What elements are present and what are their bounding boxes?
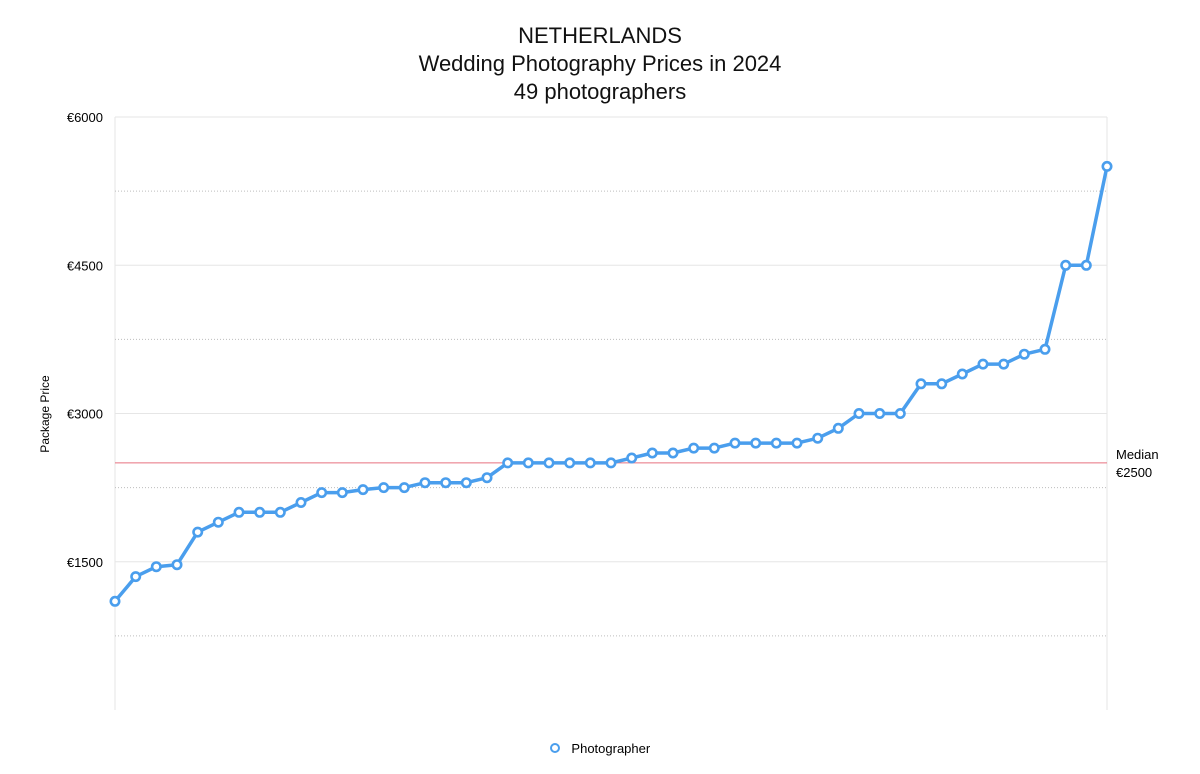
data-point	[708, 442, 720, 454]
data-point	[316, 487, 328, 499]
data-point	[936, 378, 948, 390]
data-point	[109, 595, 121, 607]
data-point	[1101, 160, 1113, 172]
data-point	[274, 506, 286, 518]
data-point	[336, 487, 348, 499]
data-point	[233, 506, 245, 518]
series-line-photographer	[113, 164, 1109, 604]
data-point	[812, 432, 824, 444]
data-point	[626, 452, 638, 464]
data-point	[998, 358, 1010, 370]
data-point	[440, 477, 452, 489]
data-point	[977, 358, 989, 370]
data-point	[853, 407, 865, 419]
data-point	[729, 437, 741, 449]
data-point	[894, 407, 906, 419]
data-point	[605, 457, 617, 469]
data-point	[481, 472, 493, 484]
data-point	[770, 437, 782, 449]
data-point	[212, 516, 224, 528]
reference-layer: Median €2500	[115, 447, 1159, 480]
data-point	[1039, 343, 1051, 355]
chart-title-block: NETHERLANDS Wedding Photography Prices i…	[0, 22, 1200, 106]
data-point	[646, 447, 658, 459]
data-point	[915, 378, 927, 390]
data-point	[378, 482, 390, 494]
data-point	[150, 561, 162, 573]
y-tick-label: €1500	[67, 555, 103, 570]
data-point	[791, 437, 803, 449]
y-tick-label: €3000	[67, 407, 103, 422]
data-point	[688, 442, 700, 454]
data-point	[502, 457, 514, 469]
data-point	[295, 496, 307, 508]
data-point	[419, 477, 431, 489]
chart-subtitle: Wedding Photography Prices in 2024	[418, 51, 782, 76]
data-point	[832, 422, 844, 434]
data-point	[1060, 259, 1072, 271]
data-point	[192, 526, 204, 538]
chart-title: NETHERLANDS	[518, 23, 682, 48]
legend: Photographer	[0, 740, 1200, 756]
axis-layer: €1500 €3000 €4500 €6000	[67, 110, 103, 570]
data-point	[522, 457, 534, 469]
data-point	[667, 447, 679, 459]
data-point	[398, 482, 410, 494]
data-point	[357, 484, 369, 496]
legend-marker-icon	[549, 742, 560, 753]
data-point	[1080, 259, 1092, 271]
data-point	[750, 437, 762, 449]
data-point	[564, 457, 576, 469]
grid-layer	[114, 116, 1108, 710]
data-point	[130, 571, 142, 583]
data-point	[874, 407, 886, 419]
data-point	[956, 368, 968, 380]
y-tick-label: €4500	[67, 258, 103, 273]
chart-count-line: 49 photographers	[513, 79, 687, 104]
y-tick-label: €6000	[67, 110, 103, 125]
data-point	[584, 457, 596, 469]
data-point	[543, 457, 555, 469]
legend-label: Photographer	[571, 741, 651, 757]
data-point	[254, 506, 266, 518]
data-point	[171, 559, 183, 571]
median-value-label: €2500	[1116, 465, 1152, 480]
y-axis-title: Package Price	[38, 375, 52, 453]
data-point	[1018, 348, 1030, 360]
series-layer	[109, 160, 1113, 607]
median-label: Median	[1116, 447, 1159, 462]
data-point	[460, 477, 472, 489]
